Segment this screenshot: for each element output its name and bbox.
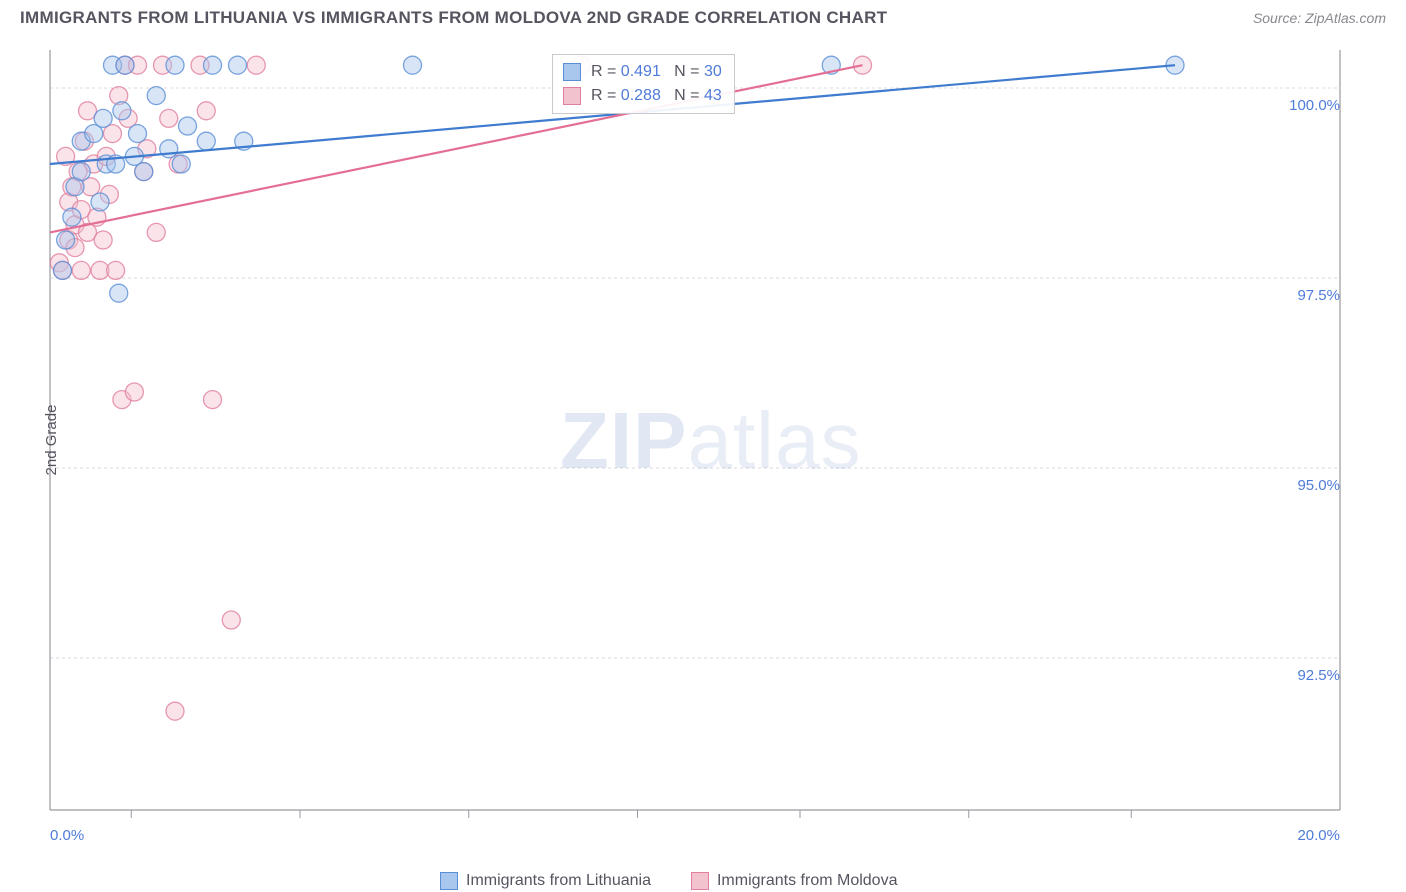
source-label: Source: ZipAtlas.com: [1253, 10, 1386, 26]
svg-text:95.0%: 95.0%: [1297, 477, 1340, 494]
legend-row: R = 0.491 N = 30: [563, 60, 722, 84]
legend-swatch: [563, 63, 581, 81]
legend-swatch: [691, 872, 709, 890]
legend-swatch: [563, 87, 581, 105]
series-legend-item: Immigrants from Lithuania: [440, 872, 651, 890]
svg-text:97.5%: 97.5%: [1297, 287, 1340, 304]
svg-text:100.0%: 100.0%: [1289, 97, 1340, 114]
correlation-legend: R = 0.491 N = 30R = 0.288 N = 43: [552, 54, 735, 114]
svg-text:20.0%: 20.0%: [1297, 827, 1340, 840]
svg-text:0.0%: 0.0%: [50, 827, 84, 840]
legend-row: R = 0.288 N = 43: [563, 84, 722, 108]
legend-swatch: [440, 872, 458, 890]
title-bar: IMMIGRANTS FROM LITHUANIA VS IMMIGRANTS …: [0, 0, 1406, 34]
svg-text:92.5%: 92.5%: [1297, 667, 1340, 684]
series-name: Immigrants from Moldova: [717, 872, 898, 890]
series-name: Immigrants from Lithuania: [466, 872, 651, 890]
scatter-chart: 92.5% 95.0% 97.5% 100.0% 0.0% 20.0%: [20, 40, 1360, 840]
plot-area: 2nd Grade 92.5% 95.0% 97.5% 100.0% 0.0% 20.0%…: [20, 40, 1386, 840]
series-legend-item: Immigrants from Moldova: [691, 872, 898, 890]
series-legend: Immigrants from Lithuania Immigrants from…: [440, 872, 897, 890]
chart-title: IMMIGRANTS FROM LITHUANIA VS IMMIGRANTS …: [20, 8, 887, 28]
y-axis-label: 2nd Grade: [43, 405, 60, 476]
